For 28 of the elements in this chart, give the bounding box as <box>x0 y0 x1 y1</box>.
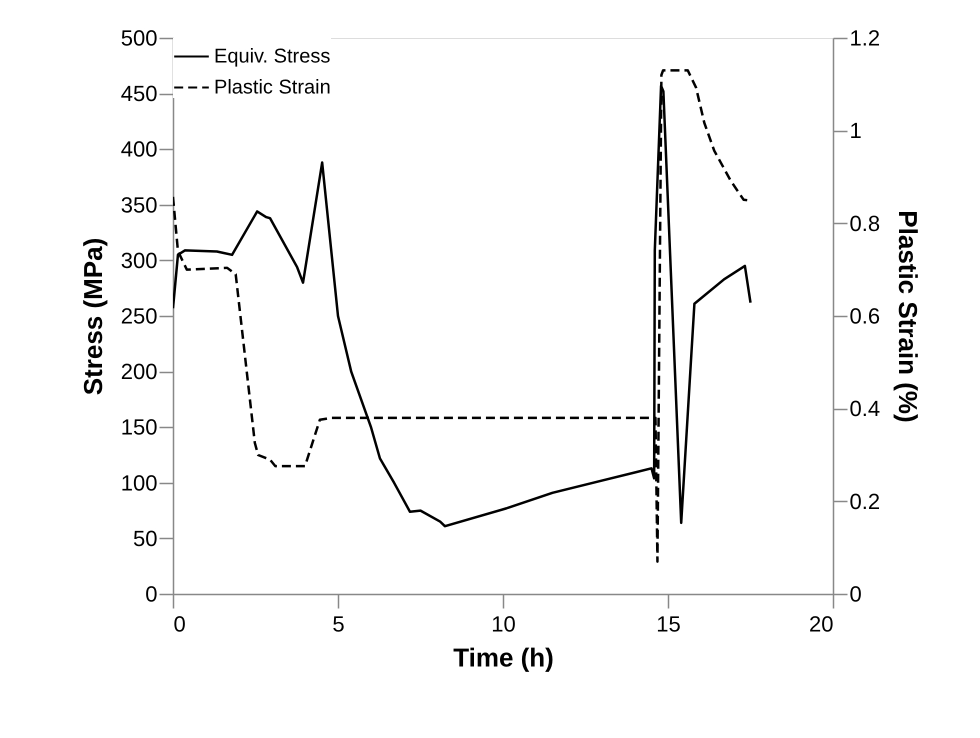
y-tick-label: 250 <box>120 304 158 328</box>
y-tick-label: 150 <box>120 414 158 440</box>
y2-tick-label: 0 <box>850 582 862 606</box>
y-tick-label: 350 <box>120 192 158 218</box>
y-tick-label: 400 <box>120 136 158 162</box>
y2-tick-label: 0.4 <box>850 396 880 422</box>
x-tick-label: 5 <box>332 612 345 636</box>
legend-label: Equiv. Stress <box>214 46 330 68</box>
x-tick-label: 10 <box>491 612 516 636</box>
y-tick-label: 500 <box>120 26 158 50</box>
y2-tick-label: 1 <box>850 118 862 144</box>
y2-tick-label: 1.2 <box>850 26 880 50</box>
x-axis-title: Time (h) <box>453 642 554 672</box>
y-tick-label: 100 <box>120 470 158 496</box>
y-tick-label: 50 <box>133 526 158 551</box>
y-tick-label: 200 <box>120 359 158 384</box>
x-tick-label: 0 <box>174 612 186 636</box>
y-tick-label: 450 <box>120 81 158 106</box>
y-axis-title: Stress (MPa) <box>78 238 108 396</box>
y2-tick-label: 0.2 <box>850 488 880 514</box>
y2-tick-label: 0.8 <box>850 210 880 236</box>
x-tick-label: 20 <box>809 612 834 636</box>
y-tick-label: 300 <box>120 248 158 273</box>
legend-label: Plastic Strain <box>214 76 331 98</box>
x-tick-label: 15 <box>656 612 681 636</box>
y2-tick-label: 0.6 <box>850 304 880 328</box>
y2-axis-title: Plastic Strain (%) <box>893 210 924 423</box>
y-tick-label: 0 <box>145 582 158 606</box>
